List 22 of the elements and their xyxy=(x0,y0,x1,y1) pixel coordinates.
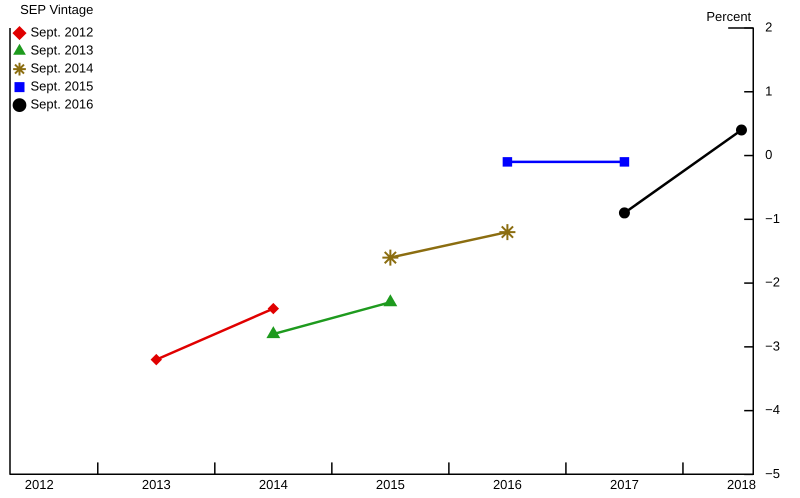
x-tick-label: 2018 xyxy=(727,476,756,492)
y-axis-title: Percent xyxy=(706,9,752,24)
x-tick-label: 2012 xyxy=(24,476,54,492)
x-tick-label: 2013 xyxy=(142,476,171,492)
legend-label: Sept. 2014 xyxy=(30,60,94,76)
x-tick-label: 2014 xyxy=(258,476,288,492)
y-tick-label: 0 xyxy=(765,147,772,162)
y-tick-label: −4 xyxy=(765,402,780,418)
y-tick-label: 2 xyxy=(765,20,772,35)
x-tick-label: 2016 xyxy=(492,476,522,492)
y-tick-label: −3 xyxy=(765,338,780,354)
y-tick-label: −1 xyxy=(765,210,780,226)
legend-label: Sept. 2013 xyxy=(30,42,94,58)
x-tick-label: 2015 xyxy=(376,476,405,492)
legend-label: Sept. 2015 xyxy=(30,78,94,94)
y-tick-label: 1 xyxy=(765,83,772,98)
x-tick-label: 2017 xyxy=(610,476,639,492)
y-tick-label: −2 xyxy=(765,274,780,290)
legend-label: Sept. 2016 xyxy=(30,96,94,112)
legend-title: SEP Vintage xyxy=(20,2,94,18)
y-tick-label: −5 xyxy=(765,466,780,481)
legend-label: Sept. 2012 xyxy=(30,24,94,40)
